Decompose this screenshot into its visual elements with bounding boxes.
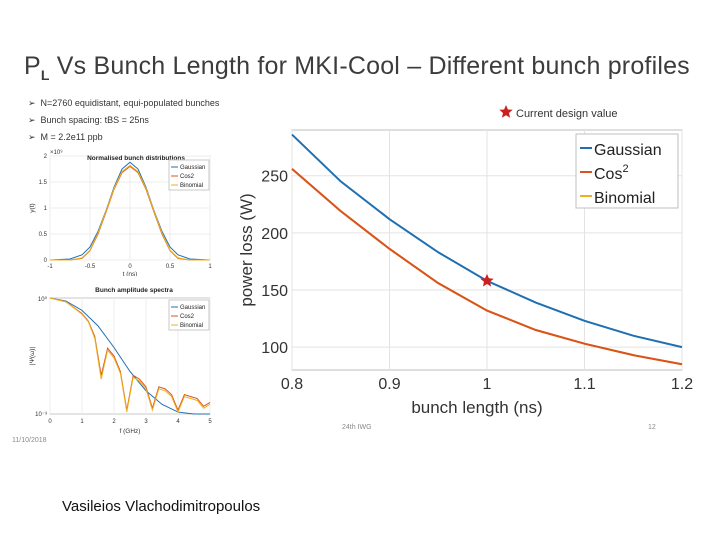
bullet-item: ➢ Bunch spacing: tBS = 25ns — [28, 112, 219, 129]
y-axis-label: y(t) — [29, 203, 36, 212]
bullet-text: Bunch spacing: tBS = 25ns — [40, 115, 149, 125]
x-tick-label: 1 — [208, 264, 212, 270]
x-tick-label: 0.8 — [281, 376, 303, 393]
legend-label: Cos2 — [180, 174, 195, 180]
legend-label: Binomial — [180, 183, 203, 189]
legend-label: Binomial — [594, 190, 655, 207]
exponent-label: ×10⁹ — [50, 149, 63, 156]
x-axis-label: f (GHz) — [120, 428, 141, 435]
author-name: Vasileios Vlachodimitropoulos — [62, 498, 261, 515]
series-line-gaussian — [49, 161, 211, 261]
title-rest: Vs Bunch Length for MKI-Cool – Different… — [49, 52, 690, 80]
footer-conference: 24th IWG — [342, 424, 372, 431]
x-tick-label: -0.5 — [85, 264, 96, 270]
x-tick-label: 2 — [112, 419, 116, 425]
series-line-cos2 — [49, 297, 211, 412]
legend-star-icon — [499, 105, 513, 118]
legend-label: Gaussian — [180, 165, 205, 171]
x-tick-label: 5 — [208, 419, 212, 425]
y-tick-label: 1.5 — [39, 180, 48, 186]
arrow-bullet-icon: ➢ — [28, 115, 36, 125]
x-tick-label: 4 — [176, 419, 180, 425]
x-tick-label: 0.9 — [378, 376, 400, 393]
y-tick-label: 1 — [44, 206, 48, 212]
arrow-bullet-icon: ➢ — [28, 98, 36, 108]
chart-title: Bunch amplitude spectra — [95, 287, 173, 294]
arrow-bullet-icon: ➢ — [28, 132, 36, 142]
y-tick-label: 250 — [261, 169, 288, 186]
y-tick-label: 200 — [261, 226, 288, 243]
legend-label: Cos2 — [180, 314, 195, 320]
x-axis-label: t (ns) — [123, 271, 138, 276]
x-tick-label: 0 — [48, 419, 52, 425]
y-tick-label: 10⁻³ — [35, 412, 47, 418]
x-tick-label: 0.5 — [166, 264, 175, 270]
y-tick-label: 10⁰ — [38, 296, 48, 303]
distribution-chart: -1 -0.5 0 0.5 1 0 0.5 1 1.5 2×10⁹ Normalised bunch… — [29, 149, 212, 276]
y-tick-label: 150 — [261, 283, 288, 300]
y-axis-label: |Ψ(ω)| — [29, 347, 36, 366]
x-axis-label: bunch length (ns) — [411, 398, 542, 417]
x-tick-label: 0 — [128, 264, 132, 270]
series-line-binomial — [49, 297, 211, 414]
slide-title: PL Vs Bunch Length for MKI-Cool – Differ… — [24, 52, 690, 83]
x-tick-label: 1.1 — [573, 376, 595, 393]
y-axis-label: power loss (W) — [237, 193, 256, 306]
x-tick-label: 1.2 — [671, 376, 693, 393]
legend-label: Gaussian — [594, 142, 662, 159]
bullet-text: M = 2.2e11 ppb — [40, 132, 103, 142]
title-main: P — [24, 52, 41, 80]
legend-label: Cos2 — [594, 163, 629, 183]
legend-label: Binomial — [180, 323, 203, 329]
legend-superscript: 2 — [622, 163, 628, 175]
x-tick-label: 1 — [80, 419, 84, 425]
annotation-label: Current design value — [516, 108, 618, 120]
series-line-binomial — [50, 164, 210, 261]
x-tick-label: 1 — [483, 376, 492, 393]
legend-box — [575, 133, 679, 209]
x-tick-label: 3 — [144, 419, 148, 425]
footer-date: 11/10/2018 — [12, 437, 47, 444]
x-tick-label: -1 — [47, 264, 53, 270]
y-tick-label: 0 — [44, 258, 48, 264]
y-tick-label: 0.5 — [39, 232, 48, 238]
bullet-text: N=2760 equidistant, equi-populated bunch… — [40, 98, 220, 108]
design-value-star — [480, 273, 494, 287]
footer-page-number: 12 — [648, 424, 656, 431]
legend-label: Gaussian — [180, 305, 205, 311]
y-tick-label: 100 — [261, 340, 288, 357]
y-tick-label: 2 — [44, 154, 48, 160]
bullet-list: ➢ N=2760 equidistant, equi-populated bunc… — [28, 95, 219, 146]
bullet-item: ➢ M = 2.2e11 ppb — [28, 129, 219, 146]
bullet-item: ➢ N=2760 equidistant, equi-populated bunc… — [28, 95, 219, 112]
power-loss-chart: 0.8 0.9 1 1.1 1.2 100 150 200 250 bunch length (n… — [237, 105, 693, 417]
chart-title: Normalised bunch distributions — [87, 155, 185, 162]
title-subscript: L — [40, 67, 50, 83]
spectrum-chart: 0 1 2 3 4 5 10⁰ 10⁻³ Bunch amplitude spectra f (G… — [29, 287, 212, 435]
series-line-gaussian — [49, 297, 210, 415]
series-line-cos2 — [291, 168, 683, 366]
